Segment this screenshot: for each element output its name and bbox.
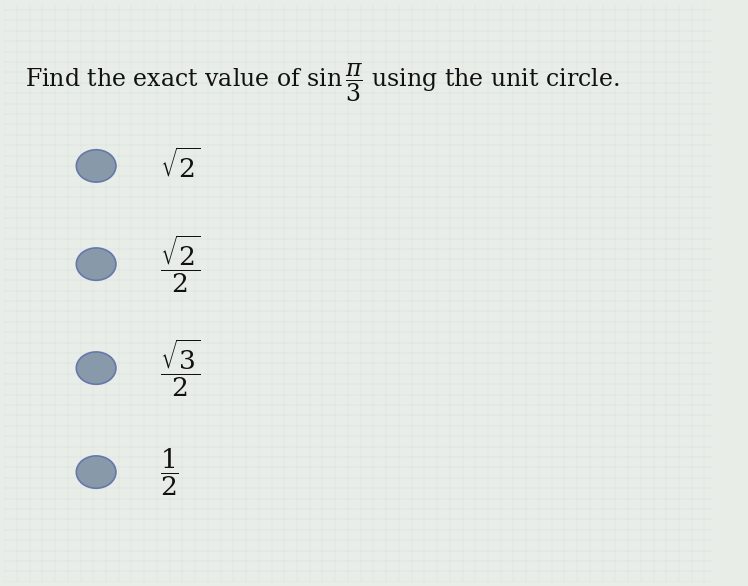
Circle shape [76,456,116,488]
Circle shape [76,352,116,384]
Text: $\dfrac{1}{2}$: $\dfrac{1}{2}$ [160,447,179,498]
Text: $\dfrac{\sqrt{3}}{2}$: $\dfrac{\sqrt{3}}{2}$ [160,337,200,399]
Text: $\dfrac{\sqrt{2}}{2}$: $\dfrac{\sqrt{2}}{2}$ [160,233,200,295]
Text: Find the exact value of $\sin\dfrac{\pi}{3}$ using the unit circle.: Find the exact value of $\sin\dfrac{\pi}… [25,62,620,104]
Circle shape [76,150,116,182]
Text: $\sqrt{2}$: $\sqrt{2}$ [160,149,200,183]
Circle shape [76,248,116,280]
